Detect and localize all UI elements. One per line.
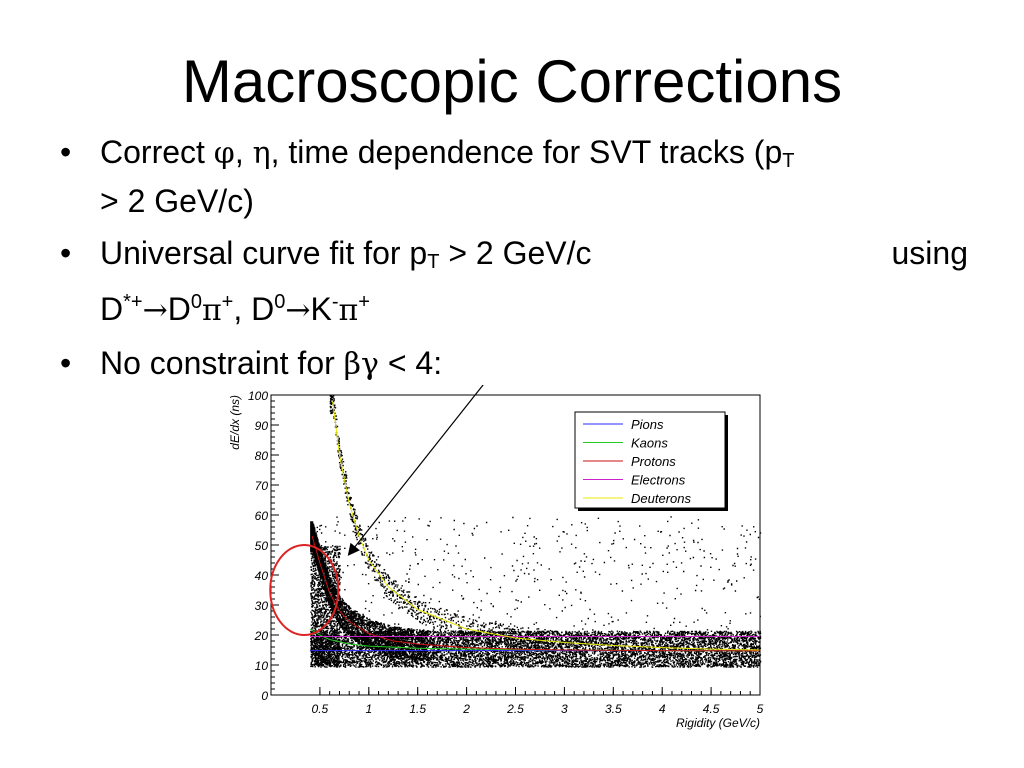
y-tick-label: 30 — [255, 599, 269, 613]
bullet-3-text-2: < 4: — [378, 345, 443, 381]
bullet-3-line-1: No constraint for βγ < 4: — [100, 343, 968, 385]
legend-label-protons: Protons — [631, 454, 676, 469]
arrow-right-icon: → — [142, 293, 168, 328]
legend-label-pions: Pions — [631, 417, 664, 432]
phi-symbol: φ — [213, 136, 235, 171]
x-tick-label: 1 — [365, 702, 372, 716]
legend-label-kaons: Kaons — [631, 436, 668, 451]
pi-symbol: π — [338, 293, 359, 328]
arrow-right-icon: → — [285, 293, 311, 328]
superscript-zero: 0 — [274, 291, 286, 313]
y-tick-label: 40 — [255, 569, 269, 583]
bullet-3-text: No constraint for — [100, 345, 344, 381]
dedx-plot: 0.5 1 1.5 2 2.5 3 3.5 4 4.5 501020304050607080901… — [228, 385, 764, 730]
superscript-zero: 0 — [190, 291, 202, 313]
scatter-points — [310, 395, 762, 668]
y-axis-label: dE/dx (ns) — [228, 395, 242, 450]
superscript-star-plus: *+ — [123, 291, 143, 313]
x-tick-label: 5 — [757, 702, 764, 716]
pi-symbol: π — [201, 293, 222, 328]
y-tick-label: 0 — [261, 689, 268, 703]
d0-text-2: , D — [233, 291, 275, 327]
legend-label-electrons: Electrons — [631, 473, 686, 488]
bullet-1-text-2: , time dependence for SVT tracks (p — [270, 134, 783, 170]
y-tick-label: 20 — [254, 629, 269, 643]
x-tick-label: 2 — [462, 702, 470, 716]
bullet-item-3: • No constraint for βγ < 4: — [58, 343, 968, 385]
superscript-minus: - — [331, 291, 339, 313]
beta-gamma-symbol: βγ — [343, 347, 379, 382]
x-tick-label: 0.5 — [312, 702, 329, 716]
axes: 0.5 1 1.5 2 2.5 3 3.5 4 4.5 501020304050607080901… — [248, 389, 764, 716]
bullet-1-line-1: Correct φ, η, time dependence for SVT tr… — [100, 132, 968, 181]
x-tick-label: 2.5 — [506, 702, 524, 716]
curve-deuterons — [332, 400, 761, 651]
fit-curves — [309, 400, 761, 652]
y-tick-label: 100 — [248, 389, 268, 403]
bullet-marker: • — [60, 235, 72, 271]
bullet-2-line-2: D*+→D0π+, D0→K-π+ — [100, 282, 968, 331]
using-text: using — [891, 235, 969, 271]
legend: Pions Kaons Protons Electrons Deuterons — [574, 411, 728, 511]
superscript-plus: + — [221, 291, 234, 313]
y-tick-label: 70 — [255, 479, 269, 493]
comma-text: , — [234, 134, 253, 170]
bullet-item-1: • Correct φ, η, time dependence for SVT … — [58, 132, 968, 221]
x-tick-label: 1.5 — [409, 702, 426, 716]
x-tick-label: 4 — [659, 702, 666, 716]
scatter-dots — [310, 395, 762, 668]
x-tick-label: 3.5 — [605, 702, 622, 716]
k-text: K — [310, 291, 332, 327]
bullet-1-line-2: > 2 GeV/c) — [100, 183, 254, 219]
x-tick-label: 3 — [561, 702, 568, 716]
y-tick-label: 80 — [255, 449, 269, 463]
legend-label-deuterons: Deuterons — [631, 491, 691, 506]
subscript-t: T — [427, 251, 440, 273]
y-tick-label: 60 — [255, 509, 269, 523]
curve-protons — [311, 535, 761, 652]
bullet-marker: • — [60, 345, 72, 381]
highlight-circle — [269, 544, 340, 636]
x-axis-label: Rigidity (GeV/c) — [676, 716, 760, 730]
x-tick-label: 4.5 — [703, 702, 720, 716]
subscript-t: T — [782, 150, 795, 172]
y-tick-label: 10 — [255, 659, 269, 673]
bullet-list: • Correct φ, η, time dependence for SVT … — [58, 132, 968, 397]
superscript-plus: + — [358, 291, 370, 313]
d0-text: D — [167, 291, 191, 327]
bullet-2-line-1: Universal curve fit for pT > 2 GeV/c usin… — [100, 233, 968, 282]
y-tick-label: 50 — [255, 539, 269, 553]
y-tick-label: 90 — [255, 419, 269, 433]
annotation-arrow — [347, 385, 484, 556]
bullet-2-text-2: > 2 GeV/c — [439, 235, 592, 271]
bullet-marker: • — [60, 134, 72, 170]
slide-title: Macroscopic Corrections — [181, 48, 843, 115]
bullet-1-text: Correct — [100, 134, 214, 170]
d-star-text: D — [100, 291, 124, 327]
eta-symbol: η — [252, 136, 271, 171]
legend-box — [574, 411, 726, 509]
bullet-item-2: • Universal curve fit for pT > 2 GeV/c us… — [58, 233, 968, 331]
bullet-2-text: Universal curve fit for p — [100, 235, 428, 271]
